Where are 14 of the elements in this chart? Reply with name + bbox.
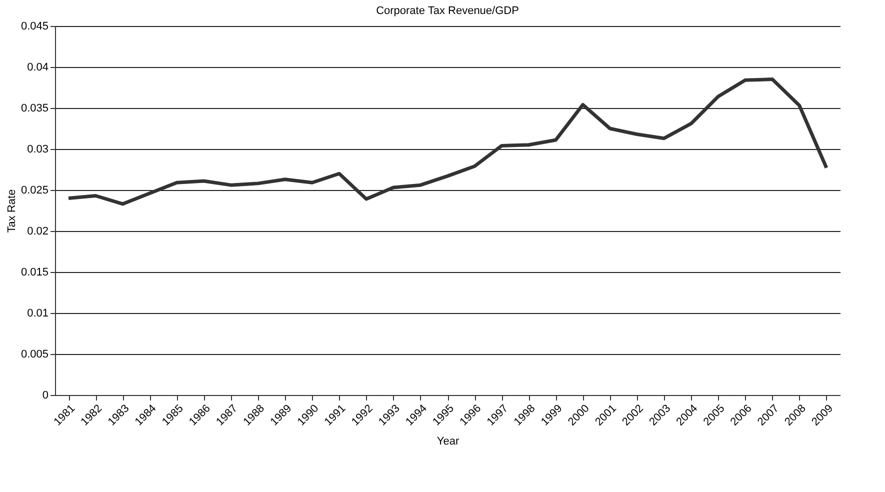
y-tick-label: 0.035 [20, 102, 48, 114]
y-tick-label: 0.015 [20, 266, 48, 278]
y-tick-label: 0.005 [20, 348, 48, 360]
y-tick-label: 0.04 [27, 62, 48, 74]
y-tick-label: 0.025 [20, 184, 48, 196]
x-axis-title: Year [436, 436, 460, 448]
y-tick-label: 0.02 [27, 226, 48, 238]
y-axis-title: Tax Rate [6, 189, 18, 233]
y-tick-label: 0.045 [20, 20, 48, 32]
chart-title: Corporate Tax Revenue/GDP [376, 5, 519, 17]
y-tick-label: 0 [42, 390, 48, 402]
y-tick-label: 0.03 [27, 144, 48, 156]
y-tick-label: 0.01 [27, 308, 48, 320]
line-series [66, 78, 828, 206]
